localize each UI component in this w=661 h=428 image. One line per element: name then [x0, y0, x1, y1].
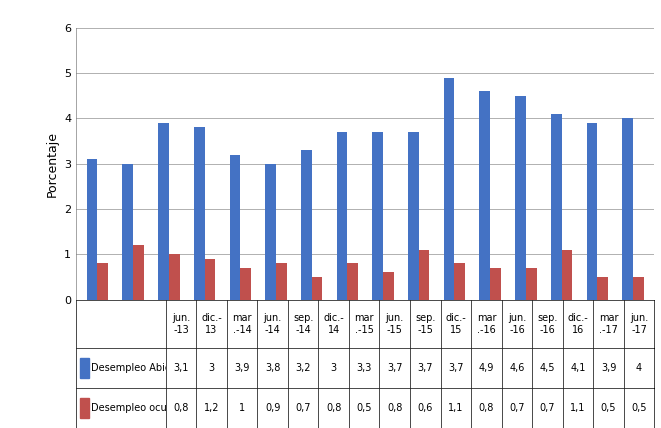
Text: 0,7: 0,7	[509, 403, 525, 413]
Bar	[276, 263, 287, 300]
Bar	[240, 268, 251, 300]
Text: 0,7: 0,7	[540, 403, 555, 413]
Text: 0,8: 0,8	[173, 403, 188, 413]
Text: Desempleo oculto: Desempleo oculto	[91, 403, 180, 413]
Bar	[444, 77, 455, 300]
Bar	[383, 273, 394, 300]
Text: 0,8: 0,8	[387, 403, 403, 413]
Text: 0,6: 0,6	[418, 403, 433, 413]
Bar	[490, 268, 501, 300]
Bar	[336, 132, 347, 300]
Bar	[229, 155, 240, 300]
Text: Desempleo Abierto: Desempleo Abierto	[91, 363, 185, 373]
Text: 3,7: 3,7	[418, 363, 433, 373]
Bar	[158, 123, 169, 300]
Text: dic.-
15: dic.- 15	[446, 313, 466, 335]
Text: 0,9: 0,9	[265, 403, 280, 413]
Text: jun.
-15: jun. -15	[385, 313, 404, 335]
Text: 3,1: 3,1	[173, 363, 188, 373]
Bar	[598, 277, 608, 300]
Text: 0,8: 0,8	[479, 403, 494, 413]
Bar	[562, 250, 572, 300]
Text: 4,1: 4,1	[570, 363, 586, 373]
Text: 3,9: 3,9	[601, 363, 616, 373]
Bar	[301, 150, 311, 300]
Text: 1,2: 1,2	[204, 403, 219, 413]
Bar	[479, 91, 490, 300]
Text: 3,7: 3,7	[448, 363, 463, 373]
Bar	[419, 250, 430, 300]
Bar	[133, 245, 144, 300]
Text: 1,1: 1,1	[448, 403, 463, 413]
Text: 0,5: 0,5	[631, 403, 647, 413]
Text: dic.-
13: dic.- 13	[201, 313, 222, 335]
Text: mar
.-15: mar .-15	[354, 313, 374, 335]
Bar	[347, 263, 358, 300]
Text: sep.
-16: sep. -16	[537, 313, 558, 335]
Bar	[515, 96, 526, 300]
Text: 0,5: 0,5	[601, 403, 616, 413]
Bar	[586, 123, 598, 300]
Text: 3,3: 3,3	[356, 363, 372, 373]
Bar	[455, 263, 465, 300]
Text: 1: 1	[239, 403, 245, 413]
Text: 3,9: 3,9	[235, 363, 250, 373]
Text: 3: 3	[208, 363, 215, 373]
Bar	[551, 114, 562, 300]
Text: 1,1: 1,1	[570, 403, 586, 413]
Text: jun.
-16: jun. -16	[508, 313, 526, 335]
Text: 0,5: 0,5	[356, 403, 372, 413]
Text: 4: 4	[636, 363, 642, 373]
Bar	[311, 277, 323, 300]
Text: 3,2: 3,2	[295, 363, 311, 373]
Text: 3,7: 3,7	[387, 363, 403, 373]
Bar	[408, 132, 419, 300]
Text: mar
.-16: mar .-16	[477, 313, 496, 335]
Text: dic.-
16: dic.- 16	[568, 313, 588, 335]
Bar	[169, 254, 180, 300]
Text: sep.
-14: sep. -14	[293, 313, 313, 335]
Bar	[122, 164, 133, 300]
Text: 3,8: 3,8	[265, 363, 280, 373]
Bar	[194, 128, 204, 300]
Bar	[526, 268, 537, 300]
Bar	[633, 277, 644, 300]
Text: 0,8: 0,8	[326, 403, 341, 413]
Text: jun.
-13: jun. -13	[172, 313, 190, 335]
Text: mar
.-14: mar .-14	[232, 313, 252, 335]
Y-axis label: Porcentaje: Porcentaje	[46, 131, 58, 197]
Text: mar
.-17: mar .-17	[599, 313, 618, 335]
Bar	[97, 263, 108, 300]
Text: dic.-
14: dic.- 14	[323, 313, 344, 335]
Text: jun.
-17: jun. -17	[630, 313, 648, 335]
Text: jun.
-14: jun. -14	[264, 313, 282, 335]
Text: sep.
-15: sep. -15	[415, 313, 436, 335]
Text: 4,5: 4,5	[540, 363, 555, 373]
Bar	[372, 132, 383, 300]
Text: 0,7: 0,7	[295, 403, 311, 413]
Bar	[79, 398, 89, 418]
Bar	[87, 159, 97, 300]
Text: 4,6: 4,6	[509, 363, 525, 373]
Bar	[204, 259, 215, 300]
Text: 3: 3	[330, 363, 336, 373]
Text: 4,9: 4,9	[479, 363, 494, 373]
Bar	[622, 119, 633, 300]
Bar	[79, 358, 89, 378]
Bar	[265, 164, 276, 300]
